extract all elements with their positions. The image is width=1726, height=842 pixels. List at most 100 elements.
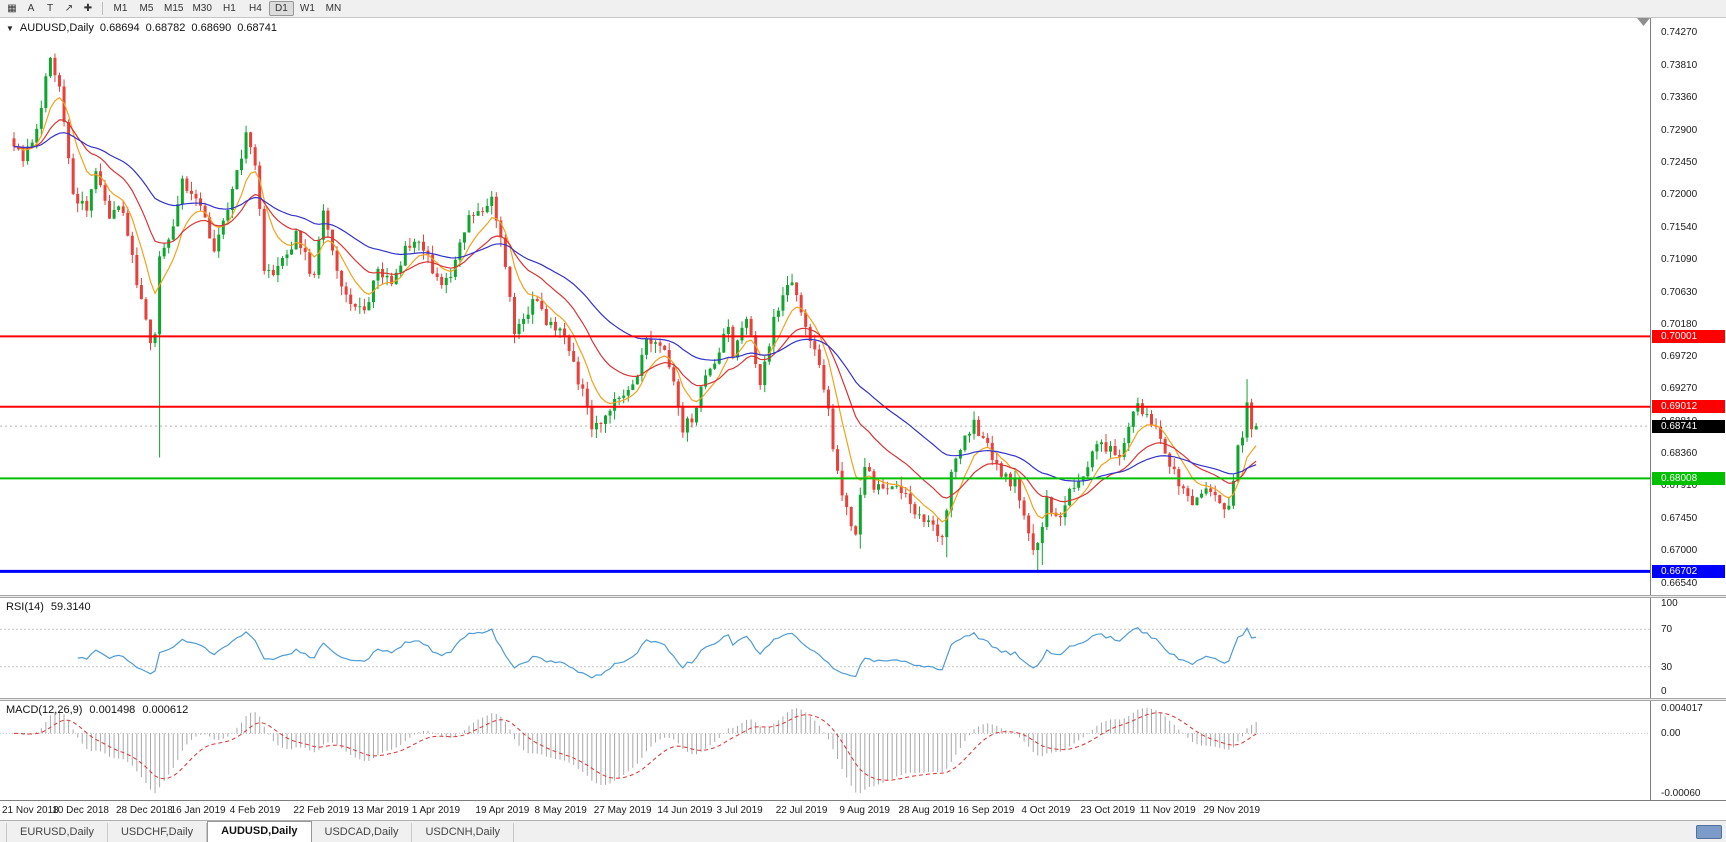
date-label: 1 Apr 2019: [411, 805, 461, 816]
date-label: 10 Dec 2018: [52, 805, 109, 816]
rsi-axis[interactable]: 100 70 30 0: [1650, 598, 1726, 698]
axis-label: 0.72000: [1661, 188, 1698, 200]
chart-shift-marker: [1637, 18, 1650, 26]
macd-signal-line: [13, 712, 1257, 781]
timeframe-m30-button[interactable]: M30: [192, 3, 212, 14]
timeframe-mn-button[interactable]: MN: [325, 3, 342, 14]
date-label: 13 Mar 2019: [352, 805, 409, 816]
date-label: 19 Apr 2019: [475, 805, 530, 816]
axis-label: 0.68360: [1661, 448, 1698, 460]
date-label: 21 Nov 2018: [2, 805, 59, 816]
date-label: 14 Jun 2019: [657, 805, 713, 816]
toolbar-separator: [102, 2, 103, 15]
axis-label: 0.72900: [1661, 124, 1698, 136]
chart-grid-icon[interactable]: ▦: [7, 3, 17, 14]
axis-label: 0.67450: [1661, 513, 1698, 525]
trendline-icon[interactable]: ↗: [64, 3, 74, 14]
ma-line-45: [13, 132, 1257, 482]
date-label: 3 Jul 2019: [716, 805, 763, 816]
close-value: 0.68741: [237, 22, 277, 34]
rsi-title: RSI(14) 59.3140: [6, 601, 91, 613]
timeframe-h1-button[interactable]: H1: [223, 3, 236, 14]
rsi-value: 59.3140: [50, 601, 91, 613]
axis-label: 100: [1661, 598, 1678, 609]
hline-price-label: 0.66702: [1652, 564, 1725, 578]
toolbar: ▦ A T ↗ ✚ M1 M5 M15 M30 H1 H4 D1 W1 MN: [0, 0, 1726, 18]
symbol-period-label: AUDUSD,Daily: [19, 22, 94, 34]
date-label: 22 Jul 2019: [775, 805, 828, 816]
axis-label: 0.69270: [1661, 383, 1698, 395]
chart-tabbar: EURUSD,Daily USDCHF,Daily AUDUSD,Daily U…: [0, 820, 1726, 842]
open-value: 0.68694: [99, 22, 140, 34]
axis-label: 0.72450: [1661, 156, 1698, 168]
date-label: 8 May 2019: [534, 805, 587, 816]
tab-audusd-daily[interactable]: AUDUSD,Daily: [207, 821, 312, 842]
date-label: 27 May 2019: [593, 805, 652, 816]
text-tool-icon[interactable]: T: [46, 3, 54, 14]
macd-title: MACD(12,26,9) 0.001498 0.000612: [6, 704, 188, 716]
scrollbar-thumb[interactable]: [1696, 825, 1722, 839]
macd-axis[interactable]: 0.004017 0.00 -0.00060: [1650, 701, 1726, 800]
chart-dropdown-icon[interactable]: ▼: [6, 23, 14, 33]
rsi-line: [77, 626, 1257, 679]
axis-label: 0.69720: [1661, 351, 1698, 363]
tab-usdchf-daily[interactable]: USDCHF,Daily: [108, 823, 208, 842]
price-chart-panel[interactable]: 0.74270 0.73810 0.73360 0.72900 0.72450 0.720…: [0, 18, 1726, 595]
date-label: 29 Nov 2019: [1203, 805, 1261, 816]
macd-plot: [0, 707, 1650, 794]
axis-label: 0.67000: [1661, 545, 1698, 557]
date-label: 28 Dec 2018: [115, 805, 173, 816]
date-label: 16 Sep 2019: [957, 805, 1015, 816]
axis-label: 0.73810: [1661, 60, 1698, 71]
axis-label: 0: [1661, 686, 1667, 697]
date-label: 4 Feb 2019: [229, 805, 281, 816]
date-label: 28 Aug 2019: [898, 805, 955, 816]
axis-label: 0.71090: [1661, 253, 1698, 265]
cursor-icon[interactable]: A: [27, 3, 35, 14]
timeframe-h4-button[interactable]: H4: [249, 3, 262, 14]
ma-line-8: [13, 96, 1257, 523]
high-value: 0.68782: [145, 22, 186, 34]
tab-usdcad-daily[interactable]: USDCAD,Daily: [312, 823, 413, 842]
time-axis[interactable]: 21 Nov 2018 10 Dec 2018 28 Dec 2018 16 Jan …: [0, 800, 1726, 820]
date-label: 22 Feb 2019: [293, 805, 350, 816]
tab-eurusd-daily[interactable]: EURUSD,Daily: [6, 823, 108, 842]
crosshair-icon[interactable]: ✚: [83, 3, 93, 14]
price-axis[interactable]: 0.74270 0.73810 0.73360 0.72900 0.72450 0.720…: [1650, 18, 1726, 595]
low-value: 0.68690: [191, 22, 232, 34]
timeframe-m1-button[interactable]: M1: [113, 3, 128, 14]
date-label: 4 Oct 2019: [1021, 805, 1071, 816]
macd-name: MACD(12,26,9): [6, 704, 83, 716]
macd-panel[interactable]: 0.004017 0.00 -0.00060 MACD(12,26,9) 0.001…: [0, 701, 1726, 800]
rsi-name: RSI(14): [6, 601, 44, 613]
date-label: 11 Nov 2019: [1139, 805, 1196, 816]
panel-splitter[interactable]: [0, 698, 1726, 701]
timeframe-m5-button[interactable]: M5: [139, 3, 154, 14]
hline-price-label: 0.69012: [1652, 400, 1725, 414]
axis-label: 0.70180: [1661, 318, 1698, 330]
ma-line-20: [13, 119, 1257, 503]
axis-label: 0.71540: [1661, 221, 1698, 233]
current-price-label: 0.68741: [1652, 419, 1725, 433]
axis-label: 0.004017: [1661, 703, 1703, 714]
rsi-panel[interactable]: 100 70 30 0 RSI(14) 59.3140: [0, 598, 1726, 698]
candles-layer: [12, 53, 1258, 571]
axis-label: 0.66540: [1661, 577, 1698, 589]
date-label: 16 Jan 2019: [170, 805, 226, 816]
tab-usdcnh-daily[interactable]: USDCNH,Daily: [412, 823, 515, 842]
axis-label: 0.67910: [1661, 480, 1698, 492]
date-label: 23 Oct 2019: [1080, 805, 1136, 816]
axis-label: 0.74270: [1661, 27, 1698, 39]
candlestick-chart[interactable]: [0, 18, 1650, 595]
timeframe-d1-button[interactable]: D1: [268, 1, 294, 16]
axis-label: 0.73360: [1661, 92, 1698, 104]
macd-main-value: 0.001498: [89, 704, 136, 716]
rsi-plot: [0, 626, 1650, 679]
timeframe-m15-button[interactable]: M15: [164, 3, 184, 14]
date-label: 9 Aug 2019: [839, 805, 890, 816]
timeframe-w1-button[interactable]: W1: [299, 3, 315, 14]
panel-splitter[interactable]: [0, 595, 1726, 598]
macd-signal-value: 0.000612: [142, 704, 189, 716]
axis-label: 30: [1661, 661, 1673, 673]
